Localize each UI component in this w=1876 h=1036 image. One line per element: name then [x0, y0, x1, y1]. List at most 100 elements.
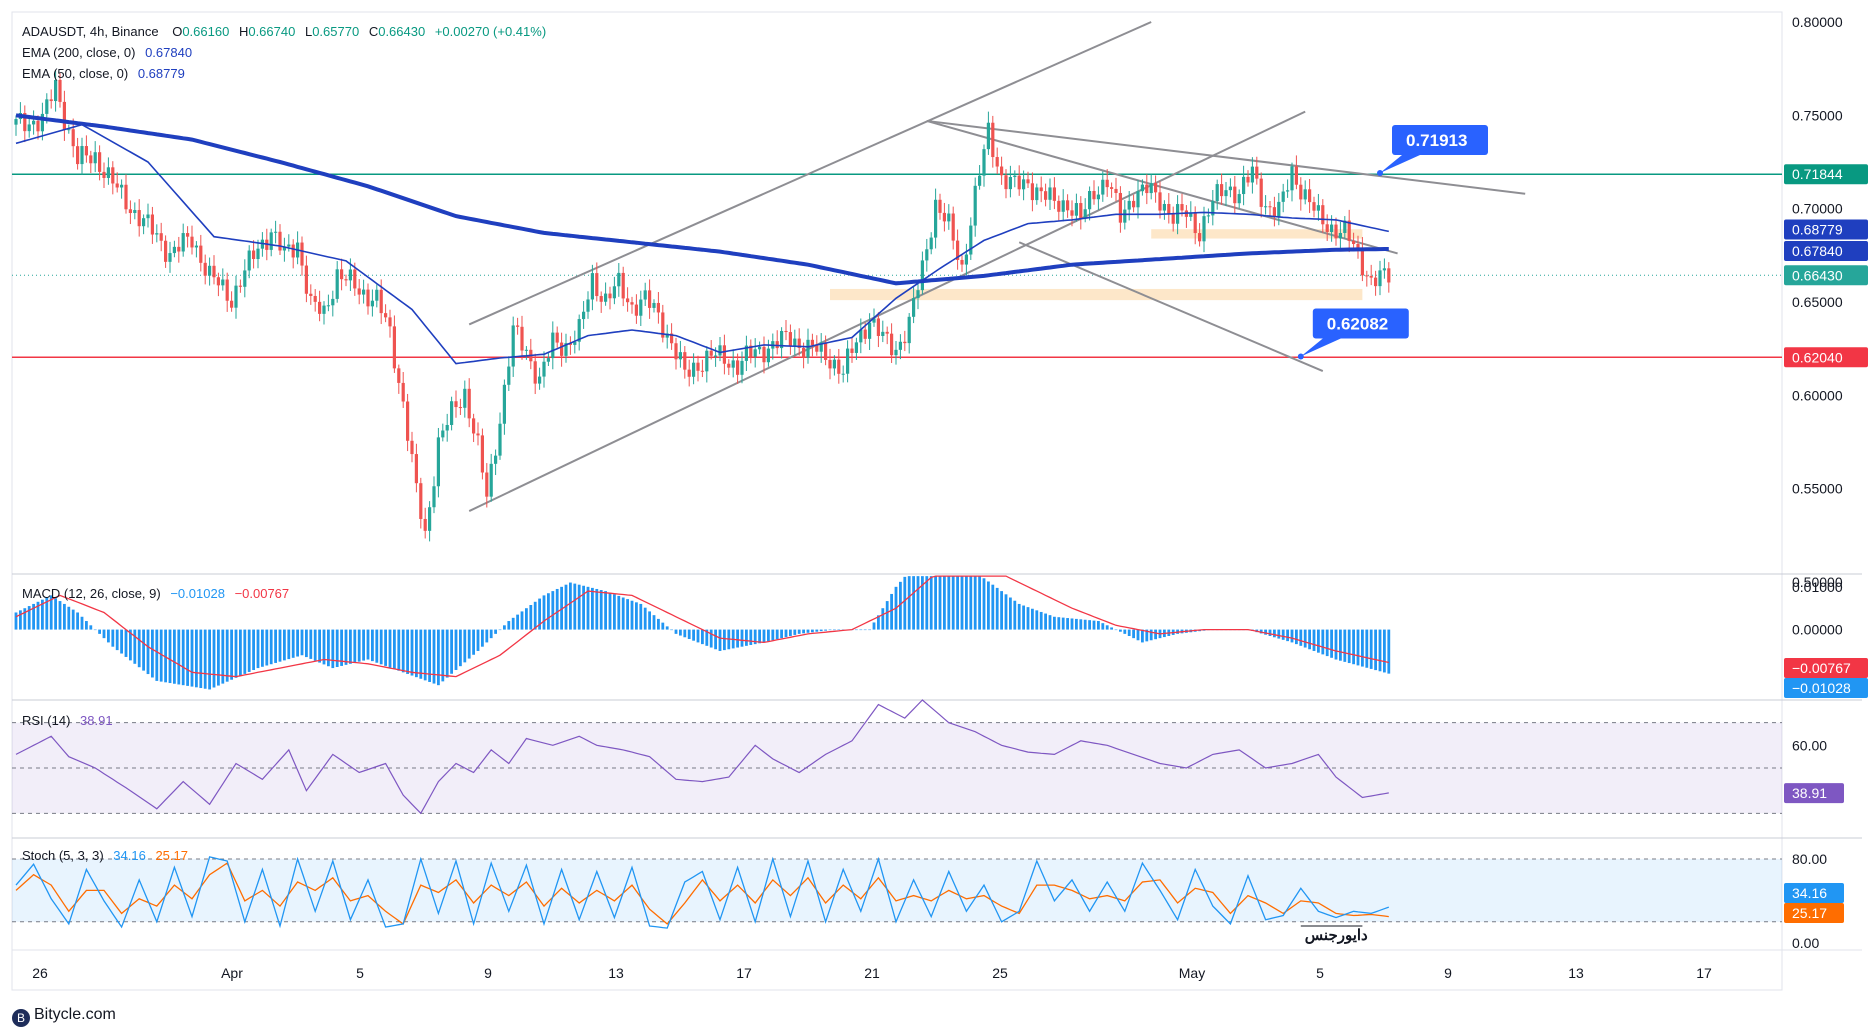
macd-bar	[1365, 629, 1369, 668]
macd-bar	[903, 576, 907, 630]
macd-bar	[155, 629, 159, 681]
time-axis-tick: 25	[992, 965, 1008, 981]
macd-bar	[899, 581, 902, 630]
macd-bar	[881, 608, 885, 630]
macd-bar	[1374, 629, 1377, 671]
candle-body	[586, 299, 590, 312]
macd-bar	[797, 629, 801, 634]
candle-body	[1264, 206, 1268, 208]
candle-body	[1308, 189, 1312, 203]
macd-bar	[564, 584, 568, 630]
macd-bar	[441, 629, 445, 682]
candle-body	[1000, 166, 1004, 176]
candle-body	[709, 350, 713, 356]
macd-bar	[1017, 603, 1021, 630]
candle-body	[133, 210, 137, 214]
candle-body	[181, 233, 185, 252]
candle-body	[155, 233, 159, 235]
candle-body	[1026, 179, 1030, 184]
candle-body	[498, 423, 502, 456]
candle-body	[524, 349, 528, 351]
candle-body	[80, 146, 84, 165]
macd-bar	[327, 629, 330, 667]
macd-bar	[547, 593, 550, 630]
macd-bar	[287, 629, 291, 660]
candle-body	[199, 245, 203, 263]
macd-bar	[859, 629, 863, 631]
macd-bar	[80, 616, 84, 630]
candle-body	[1378, 270, 1382, 287]
macd-bar	[529, 605, 533, 630]
time-axis-tick: 5	[1316, 965, 1324, 981]
rsi-value: 38.91	[80, 713, 113, 728]
candle-body	[1215, 184, 1219, 202]
candle-body	[1123, 209, 1127, 223]
macd-bar	[604, 591, 607, 630]
stoch-k-value: 34.16	[113, 848, 146, 863]
ema50-line	[15, 123, 1389, 365]
candle-body	[428, 507, 432, 531]
macd-bar	[1339, 629, 1342, 661]
macd-bar	[1343, 629, 1347, 662]
candle-body	[511, 325, 515, 367]
macd-bar	[635, 602, 638, 630]
candle-body	[326, 305, 330, 307]
candle-body	[1330, 224, 1334, 233]
macd-bar	[384, 629, 387, 666]
callout-label: 0.62082	[1327, 315, 1388, 334]
callout-box	[1312, 308, 1409, 339]
macd-bar	[230, 629, 233, 680]
macd-bar	[379, 629, 383, 665]
macd-bar	[943, 576, 946, 630]
stoch-band	[12, 858, 1782, 922]
macd-bar	[115, 629, 119, 651]
macd-bar	[1277, 629, 1281, 639]
candle-body	[912, 298, 916, 317]
macd-bar	[93, 629, 97, 631]
macd-bar	[1154, 629, 1157, 640]
macd-bar	[855, 629, 858, 631]
candle-body	[573, 341, 577, 345]
macd-bar	[45, 597, 49, 630]
candle-body	[797, 338, 801, 348]
candle-body	[802, 347, 806, 358]
macd-bar	[652, 615, 656, 630]
candle-body	[366, 289, 370, 307]
stoch-axis-tick: 80.00	[1792, 851, 1827, 867]
footer-brand[interactable]: B Bitycle.com	[12, 1006, 116, 1027]
supply-demand-zone	[1151, 229, 1363, 239]
macd-bar	[520, 611, 524, 630]
candle-body	[780, 330, 784, 349]
candle-body	[98, 152, 102, 172]
stoch-k-line	[15, 856, 1390, 929]
candle-body	[445, 424, 449, 431]
macd-bar	[107, 629, 110, 643]
macd-bar	[1312, 629, 1316, 651]
candle-body	[872, 318, 876, 323]
candle-body	[1127, 200, 1131, 210]
macd-bar	[1031, 608, 1034, 630]
macd-bar	[745, 629, 748, 646]
candle-body	[480, 435, 484, 473]
macd-bar	[476, 629, 480, 651]
macd-tag	[1784, 678, 1868, 698]
macd-bar	[274, 629, 277, 663]
macd-bar	[151, 629, 154, 678]
candle-body	[278, 231, 282, 251]
macd-bar	[362, 629, 365, 661]
candle-body	[670, 333, 674, 344]
candle-body	[1105, 179, 1109, 188]
candle-body	[282, 246, 286, 251]
price-axis-tick: 0.70000	[1792, 201, 1843, 217]
macd-bar	[1378, 629, 1382, 672]
candle-body	[551, 332, 555, 359]
candle-body	[1233, 186, 1237, 204]
candle-body	[652, 302, 656, 308]
candle-body	[216, 277, 220, 286]
candle-body	[617, 272, 621, 287]
macd-bar	[569, 582, 572, 630]
macd-bar	[1110, 627, 1113, 630]
macd-bar	[1123, 629, 1127, 634]
macd-bar	[247, 629, 251, 672]
